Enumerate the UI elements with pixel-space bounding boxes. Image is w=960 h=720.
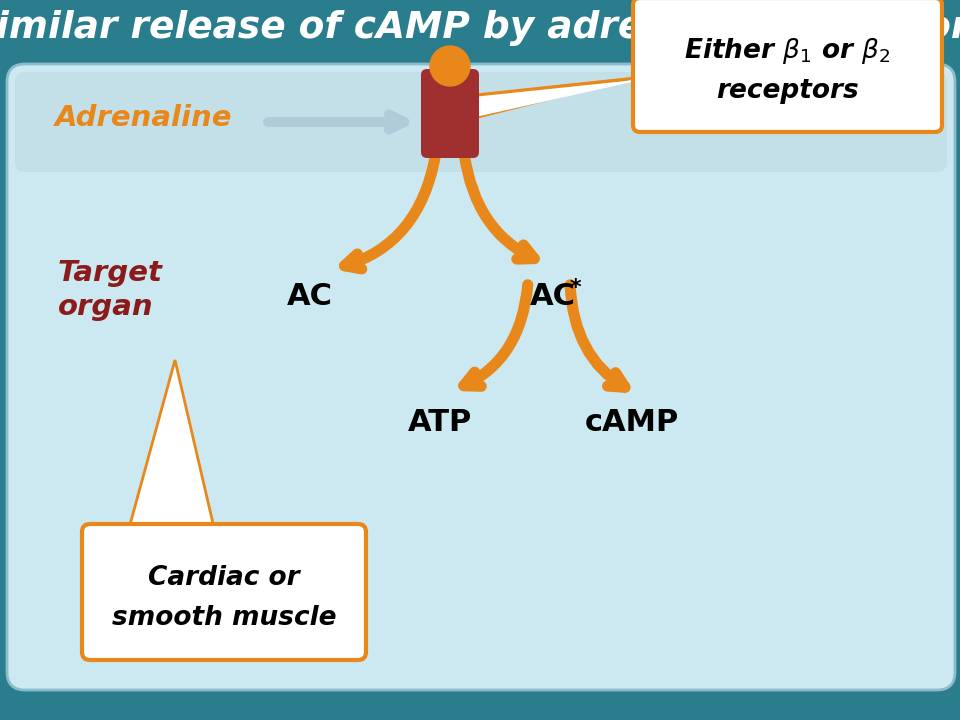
Text: ATP: ATP <box>408 408 472 437</box>
Text: Target
organ: Target organ <box>58 258 163 321</box>
Text: AC: AC <box>287 282 333 311</box>
Polygon shape <box>463 79 645 118</box>
Text: AC: AC <box>530 282 576 311</box>
FancyBboxPatch shape <box>633 0 942 132</box>
Text: Adrenaline: Adrenaline <box>55 104 232 132</box>
FancyBboxPatch shape <box>421 69 479 158</box>
FancyBboxPatch shape <box>82 524 366 660</box>
Polygon shape <box>462 75 650 120</box>
Text: receptors: receptors <box>716 78 859 104</box>
Circle shape <box>430 46 470 86</box>
Text: Cardiac or: Cardiac or <box>148 564 300 590</box>
Text: *: * <box>570 278 582 298</box>
Polygon shape <box>128 360 215 532</box>
FancyBboxPatch shape <box>7 64 955 690</box>
FancyBboxPatch shape <box>15 72 947 172</box>
Text: Similar release of cAMP by adrenergic receptors: Similar release of cAMP by adrenergic re… <box>0 10 960 46</box>
Text: smooth muscle: smooth muscle <box>111 606 336 631</box>
Text: cAMP: cAMP <box>585 408 679 437</box>
Text: Either $\mathit{\beta_1}$ or $\mathit{\beta_2}$: Either $\mathit{\beta_1}$ or $\mathit{\b… <box>684 35 891 66</box>
